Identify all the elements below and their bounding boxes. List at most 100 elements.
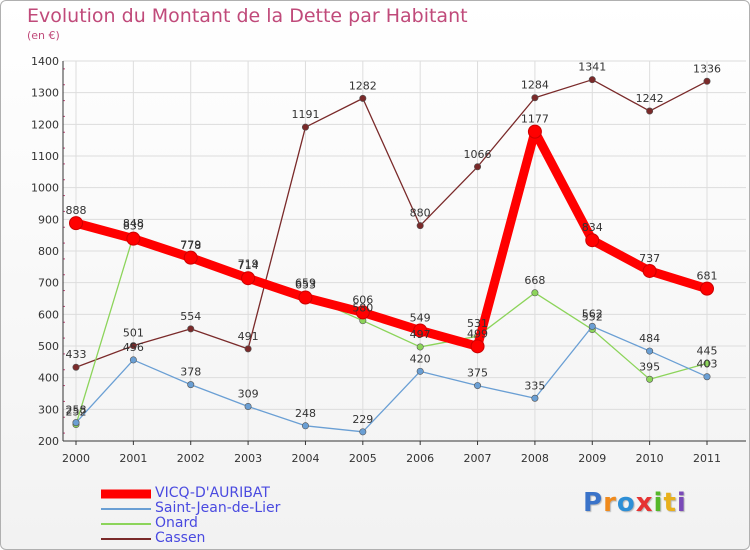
proxiti-logo: Proxiti bbox=[583, 488, 687, 518]
x-tick-label: 2010 bbox=[636, 452, 664, 465]
data-point bbox=[588, 76, 596, 84]
data-label: 1177 bbox=[521, 113, 549, 126]
x-tick-label: 2003 bbox=[234, 452, 262, 465]
data-label: 562 bbox=[582, 307, 603, 320]
x-tick-label: 2000 bbox=[62, 452, 90, 465]
data-label: 549 bbox=[410, 311, 431, 324]
data-point bbox=[646, 347, 654, 355]
data-point bbox=[69, 216, 83, 231]
data-point bbox=[301, 422, 309, 430]
chart-unit-label: (en €) bbox=[27, 29, 60, 42]
y-tick-label: 500 bbox=[38, 340, 59, 353]
data-label: 1191 bbox=[291, 108, 319, 121]
x-tick-label: 2001 bbox=[119, 452, 147, 465]
x-tick-label: 2011 bbox=[693, 452, 721, 465]
data-label: 491 bbox=[238, 330, 259, 343]
data-label: 258 bbox=[66, 404, 87, 417]
data-point bbox=[241, 271, 256, 286]
legend-swatch bbox=[101, 537, 151, 540]
data-point bbox=[413, 323, 428, 338]
data-label: 229 bbox=[352, 413, 373, 426]
data-label: 335 bbox=[524, 379, 545, 392]
data-point bbox=[129, 342, 137, 350]
x-tick-label: 2007 bbox=[464, 452, 492, 465]
data-point bbox=[129, 356, 137, 364]
data-label: 1242 bbox=[636, 92, 664, 105]
data-label: 554 bbox=[180, 310, 201, 323]
series-line bbox=[71, 127, 712, 351]
data-point bbox=[642, 263, 657, 278]
data-label: 456 bbox=[123, 341, 144, 354]
y-tick-label: 1100 bbox=[31, 150, 59, 163]
legend-swatch bbox=[101, 522, 151, 525]
series-line bbox=[75, 325, 708, 433]
data-point bbox=[585, 233, 600, 248]
legend-label: Cassen bbox=[155, 530, 206, 546]
data-point bbox=[703, 77, 711, 85]
data-point bbox=[703, 359, 711, 367]
data-label: 501 bbox=[123, 327, 144, 340]
y-tick-label: 400 bbox=[38, 372, 59, 385]
data-point bbox=[72, 363, 80, 371]
y-tick-label: 1400 bbox=[31, 55, 59, 68]
x-tick-label: 2002 bbox=[177, 452, 205, 465]
chart-title: Evolution du Montant de la Dette par Hab… bbox=[27, 5, 468, 27]
data-point bbox=[700, 281, 714, 296]
data-point bbox=[474, 382, 482, 390]
data-label: 779 bbox=[180, 239, 201, 252]
data-point bbox=[126, 231, 141, 246]
data-label: 531 bbox=[467, 317, 488, 330]
y-tick-label: 200 bbox=[38, 435, 59, 448]
data-label: 248 bbox=[295, 407, 316, 420]
data-label: 659 bbox=[295, 277, 316, 290]
data-label: 719 bbox=[238, 258, 259, 271]
data-label: 499 bbox=[467, 327, 488, 340]
data-label: 378 bbox=[180, 366, 201, 379]
data-label: 395 bbox=[639, 360, 660, 373]
data-point bbox=[183, 250, 198, 265]
series-line bbox=[75, 235, 708, 426]
data-point bbox=[646, 107, 654, 115]
data-label: 433 bbox=[66, 348, 87, 361]
data-label: 420 bbox=[410, 352, 431, 365]
data-point bbox=[298, 290, 313, 305]
data-point bbox=[72, 419, 80, 427]
data-label: 1284 bbox=[521, 79, 549, 92]
data-label: 888 bbox=[66, 204, 87, 217]
x-tick-label: 2005 bbox=[349, 452, 377, 465]
data-label: 668 bbox=[524, 274, 545, 287]
data-label: 653 bbox=[295, 279, 316, 292]
legend-label: Onard bbox=[155, 515, 198, 531]
x-tick-label: 2008 bbox=[521, 452, 549, 465]
data-label: 445 bbox=[697, 344, 718, 357]
data-label: 848 bbox=[123, 217, 144, 230]
y-tick-label: 1300 bbox=[31, 87, 59, 100]
data-point bbox=[531, 94, 539, 102]
data-point bbox=[187, 381, 195, 389]
data-label: 737 bbox=[639, 252, 660, 265]
data-point bbox=[301, 123, 309, 131]
y-tick-label: 1000 bbox=[31, 182, 59, 195]
data-point bbox=[470, 339, 485, 354]
data-label: 1341 bbox=[578, 61, 606, 74]
data-point bbox=[416, 367, 424, 375]
series-line bbox=[75, 79, 708, 368]
y-tick-label: 800 bbox=[38, 245, 59, 258]
data-label: 552 bbox=[582, 311, 603, 324]
x-tick-label: 2006 bbox=[406, 452, 434, 465]
legend-swatch bbox=[101, 489, 151, 498]
data-label: 1282 bbox=[349, 79, 377, 92]
data-point bbox=[703, 373, 711, 381]
data-label: 309 bbox=[238, 387, 259, 400]
data-point bbox=[531, 289, 539, 297]
data-point bbox=[646, 375, 654, 383]
y-tick-label: 900 bbox=[38, 213, 59, 226]
data-label: 1336 bbox=[693, 62, 721, 75]
data-point bbox=[531, 394, 539, 402]
data-label: 497 bbox=[410, 328, 431, 341]
data-label: 403 bbox=[697, 358, 718, 371]
data-point bbox=[359, 428, 367, 436]
y-tick-label: 300 bbox=[38, 403, 59, 416]
